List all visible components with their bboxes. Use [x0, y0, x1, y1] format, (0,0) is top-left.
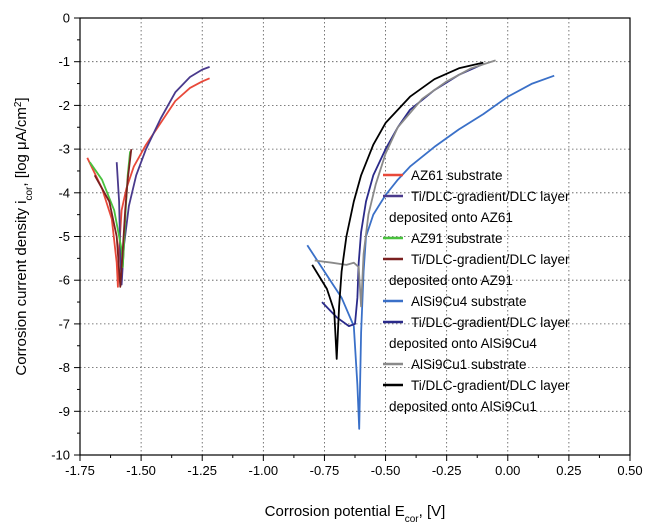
legend-label-8: Ti/DLC-gradient/DLC layer	[411, 378, 570, 393]
x-axis-label-main: Corrosion potential E	[265, 503, 405, 520]
y-tick-label: -7	[58, 316, 70, 331]
x-tick-label: -1.25	[187, 463, 217, 478]
y-tick-label: -4	[58, 185, 70, 200]
y-tick-label: -2	[58, 98, 70, 113]
legend-label-2: Ti/DLC-gradient/DLC layer	[411, 189, 570, 204]
x-axis-label-subscript: cor	[405, 514, 420, 525]
y-tick-label: -3	[58, 142, 70, 157]
series-line-5	[306, 74, 555, 430]
x-axis-label: Corrosion potential Ecor, [V]	[265, 503, 446, 525]
legend: AZ61 substrate Ti/DLC-gradient/DLC layer d…	[383, 168, 570, 414]
y-tick-label: -5	[58, 229, 70, 244]
y-axis-label-tail: ]	[13, 97, 30, 101]
y-axis-label-main: Corrosion current density i	[13, 201, 30, 376]
x-tick-label: 0.50	[617, 463, 642, 478]
series-curves	[86, 59, 555, 430]
legend-label-8: deposited onto AlSi9Cu1	[389, 399, 537, 414]
y-axis-label-mid: , [log μA/cm	[13, 107, 30, 187]
series-line-8	[311, 61, 484, 360]
x-tick-label: -0.25	[432, 463, 462, 478]
legend-label-4: Ti/DLC-gradient/DLC layer	[411, 252, 570, 267]
y-tick-label: 0	[63, 11, 70, 26]
legend-label-3: AZ91 substrate	[411, 231, 503, 246]
legend-label-2: deposited onto AZ61	[389, 210, 513, 225]
x-tick-label: -1.75	[65, 463, 95, 478]
legend-label-6: Ti/DLC-gradient/DLC layer	[411, 315, 570, 330]
grid-lines	[80, 18, 630, 455]
x-tick-label: -1.00	[249, 463, 279, 478]
y-tick-label: -1	[58, 54, 70, 69]
series-line-4	[93, 148, 133, 288]
y-tick-label: -9	[58, 404, 70, 419]
legend-label-7: AlSi9Cu1 substrate	[411, 357, 527, 372]
y-tick-label: -6	[58, 273, 70, 288]
series-line-3	[89, 151, 131, 268]
series-line-1	[86, 77, 210, 288]
legend-label-4: deposited onto AZ91	[389, 273, 513, 288]
series-line-2	[115, 66, 210, 286]
y-axis-label-subscript: cor	[24, 186, 35, 201]
y-tick-label: -8	[58, 360, 70, 375]
x-axis-label-tail: , [V]	[419, 503, 446, 520]
x-tick-label: -1.50	[126, 463, 156, 478]
x-tick-label: -0.50	[371, 463, 401, 478]
y-axis-label-superscript: 2	[13, 101, 24, 107]
x-tick-label: 0.00	[495, 463, 520, 478]
x-tick-label: 0.25	[556, 463, 581, 478]
x-axis-ticks: -1.75 -1.50 -1.25 -1.00 -0.75 -0.50 -0.25 0.00 0…	[65, 455, 643, 478]
legend-label-5: AlSi9Cu4 substrate	[411, 294, 527, 309]
legend-label-1: AZ61 substrate	[411, 168, 503, 183]
y-tick-label: -10	[51, 448, 70, 463]
y-axis-label: Corrosion current density icor, [log μA/…	[13, 97, 35, 375]
x-tick-label: -0.75	[310, 463, 340, 478]
legend-label-6: deposited onto AlSi9Cu4	[389, 336, 537, 351]
y-axis-ticks: 0 -1 -2 -3 -4 -5 -6 -7 -8 -9 -10	[51, 11, 80, 463]
series-line-7	[314, 59, 496, 308]
